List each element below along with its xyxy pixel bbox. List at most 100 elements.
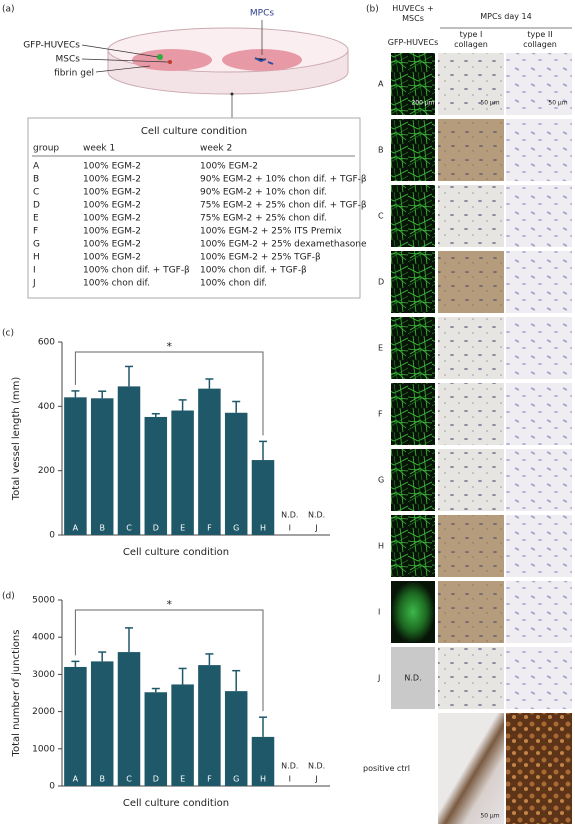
x-tick-label: I xyxy=(289,524,291,533)
table-cell: 100% chon dif. xyxy=(200,279,267,289)
row-label: D xyxy=(378,278,384,287)
significance-label: * xyxy=(166,598,172,611)
row-label: E xyxy=(378,344,383,353)
dish-diagram xyxy=(81,20,349,118)
panel-label: (c) xyxy=(2,329,14,339)
bar xyxy=(117,386,141,535)
image-header: HUVECs + MSCs xyxy=(392,4,434,23)
micrograph xyxy=(391,185,435,247)
table-cell: 100% EGM-2 xyxy=(200,162,258,172)
y-axis-label: Total vessel length (mm) xyxy=(11,377,22,502)
micrograph xyxy=(391,383,435,445)
y-tick-label: 5000 xyxy=(32,596,55,606)
micrograph xyxy=(506,317,572,379)
x-axis-label: Cell culture condition xyxy=(123,798,229,809)
value-label: N.D. xyxy=(281,762,298,771)
bar xyxy=(90,398,114,535)
column-header: type II collagen xyxy=(523,30,557,49)
micrograph xyxy=(391,647,435,709)
bar xyxy=(251,736,275,786)
table-cell: 100% chon dif. xyxy=(83,279,150,289)
x-axis-label: Cell culture condition xyxy=(123,547,229,558)
row-label: G xyxy=(378,476,384,485)
table-cell: 100% EGM-2 xyxy=(83,188,141,198)
table-cell: 100% EGM-2 xyxy=(83,162,141,172)
column-header: GFP-HUVECs xyxy=(387,38,439,47)
value-label: N.D. xyxy=(308,762,325,771)
bar xyxy=(224,691,248,786)
micrograph xyxy=(438,515,504,577)
diagram-label: MPCs xyxy=(250,9,274,19)
panel-label: (a) xyxy=(2,5,15,15)
x-tick-label: E xyxy=(180,775,185,784)
significance-bracket xyxy=(74,351,264,436)
table-header: group xyxy=(33,144,59,154)
y-tick-label: 2000 xyxy=(32,707,55,717)
micrograph xyxy=(506,119,572,181)
micrograph xyxy=(438,713,504,824)
micrograph xyxy=(506,383,572,445)
table-cell: 75% EGM-2 + 25% chon dif. + TGF-β xyxy=(200,201,367,211)
table-cell: 100% EGM-2 xyxy=(83,253,141,263)
micrograph xyxy=(391,53,435,115)
micrograph xyxy=(438,185,504,247)
x-tick-label: J xyxy=(314,775,317,784)
scale-bar-label: 50 µm xyxy=(480,100,499,107)
table-cell: A xyxy=(33,162,40,172)
table-cell: 100% chon dif. + TGF-β xyxy=(200,266,307,276)
value-label: N.D. xyxy=(281,511,298,520)
micrograph xyxy=(506,251,572,313)
table-cell: C xyxy=(33,188,39,198)
row-label: F xyxy=(378,410,383,419)
scale-bar-label: 50 µm xyxy=(480,813,499,820)
table-cell: 100% chon dif. + TGF-β xyxy=(83,266,190,276)
table-cell: I xyxy=(33,266,36,276)
x-tick-label: D xyxy=(153,524,159,533)
table-cell: 90% EGM-2 + 10% chon dif. + TGF-β xyxy=(200,175,367,185)
table-cell: 100% EGM-2 + 25% TGF-β xyxy=(200,253,321,263)
row-label: positive ctrl xyxy=(363,764,410,773)
y-tick-label: 3000 xyxy=(32,670,55,680)
scale-bar-label: 200 µm xyxy=(411,100,434,107)
column-header: type I collagen xyxy=(454,30,488,49)
x-tick-label: H xyxy=(260,775,266,784)
micrograph xyxy=(506,713,572,824)
row-label: B xyxy=(378,146,384,155)
table-cell: D xyxy=(33,201,40,211)
x-tick-label: C xyxy=(126,775,132,784)
diagram-label: GFP-HUVECs xyxy=(23,41,80,51)
bar xyxy=(64,666,87,786)
bar xyxy=(90,661,114,786)
x-tick-label: A xyxy=(73,524,79,533)
table-cell: B xyxy=(33,175,39,185)
micrograph xyxy=(438,251,504,313)
bar xyxy=(224,412,248,535)
bar xyxy=(144,416,168,535)
y-tick-label: 600 xyxy=(38,338,55,348)
micrograph xyxy=(391,119,435,181)
bar xyxy=(171,410,194,535)
x-tick-label: G xyxy=(233,524,239,533)
panel-label: (d) xyxy=(2,592,15,602)
micrograph xyxy=(506,647,572,709)
table-cell: J xyxy=(32,279,36,289)
bar xyxy=(198,388,221,535)
table-header: week 1 xyxy=(83,144,115,154)
table-cell: 100% EGM-2 + 25% dexamethasone xyxy=(200,240,367,250)
x-tick-label: E xyxy=(180,524,185,533)
row-label: I xyxy=(378,608,380,617)
table-cell: 100% EGM-2 xyxy=(83,201,141,211)
micrograph xyxy=(391,581,435,643)
table-cell: 100% EGM-2 + 25% ITS Premix xyxy=(200,227,342,237)
x-tick-label: G xyxy=(233,775,239,784)
table-frame xyxy=(27,117,361,299)
table-cell: 100% EGM-2 xyxy=(83,227,141,237)
y-axis-label: Total number of junctions xyxy=(11,630,22,758)
row-label: H xyxy=(378,542,384,551)
row-label: C xyxy=(378,212,384,221)
x-tick-label: B xyxy=(99,524,105,533)
micrograph xyxy=(438,449,504,511)
diagram-label: MSCs xyxy=(56,55,81,65)
image-header: MPCs day 14 xyxy=(480,12,532,21)
micrograph xyxy=(438,53,504,115)
